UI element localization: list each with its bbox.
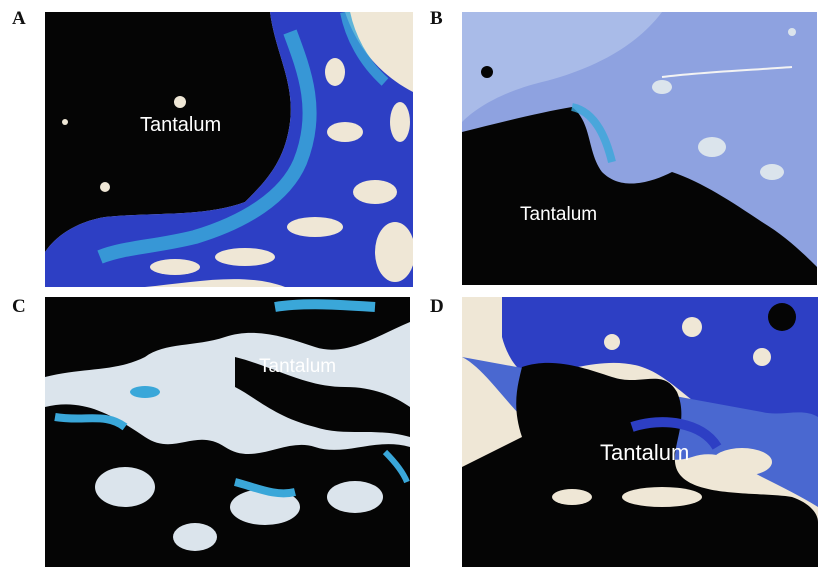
- panel-letter-a: A: [12, 8, 26, 29]
- panel-letter-d: D: [430, 296, 444, 317]
- tantalum-label-c: Tantalum: [259, 356, 337, 377]
- panel-a-micrograph: Tantalum: [45, 12, 413, 287]
- tantalum-label-d: Tantalum: [600, 440, 690, 465]
- panel-c-micrograph: Tantalum: [45, 297, 410, 567]
- micrograph-c-image: [45, 297, 410, 567]
- panel-letter-c: C: [12, 296, 26, 317]
- micrograph-d-image: [462, 297, 818, 567]
- panel-b-micrograph: Tantalum: [462, 12, 817, 285]
- tantalum-label-a: Tantalum: [140, 114, 222, 136]
- tantalum-label-b: Tantalum: [520, 204, 598, 225]
- panel-d-micrograph: Tantalum: [462, 297, 818, 567]
- micrograph-b-image: [462, 12, 817, 285]
- micrograph-a-image: [45, 12, 413, 287]
- panel-letter-b: B: [430, 8, 443, 29]
